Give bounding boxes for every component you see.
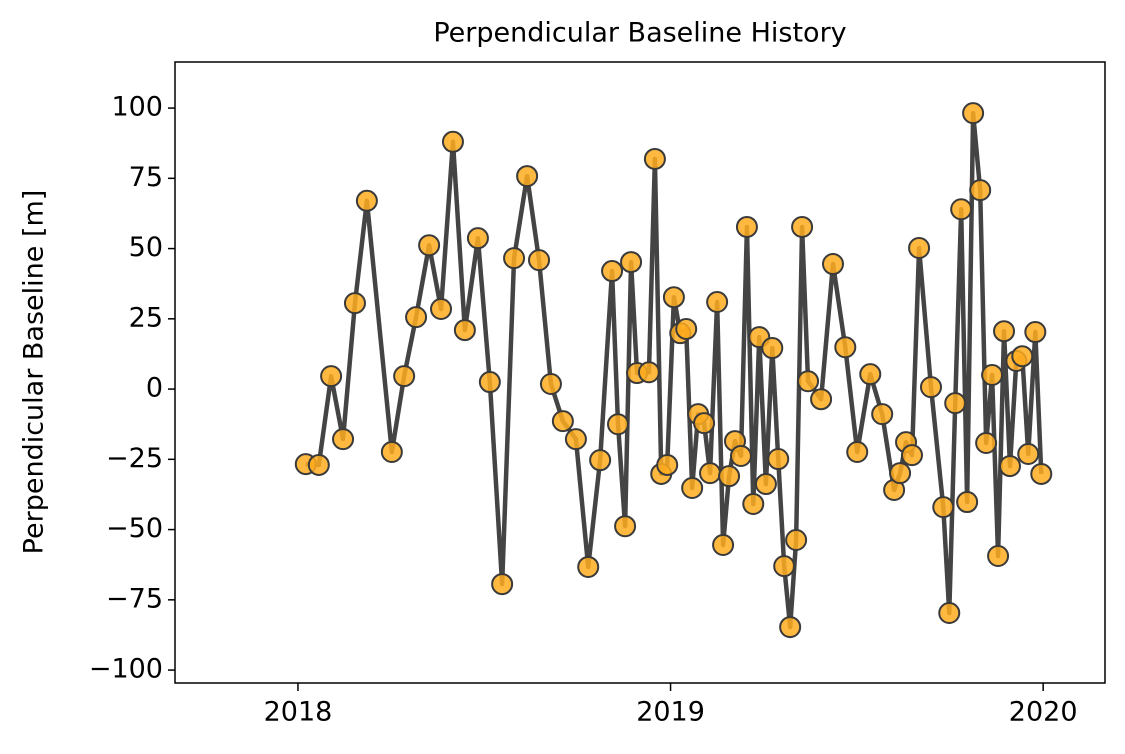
marker xyxy=(932,496,955,519)
marker xyxy=(975,432,998,455)
x-tick-label: 2018 xyxy=(264,697,333,728)
marker xyxy=(950,198,973,221)
marker xyxy=(981,364,1004,387)
marker xyxy=(987,544,1010,567)
y-tick-label: 0 xyxy=(146,373,163,404)
marker xyxy=(693,412,716,435)
marker xyxy=(601,260,624,283)
marker xyxy=(656,453,679,476)
marker xyxy=(742,493,765,516)
marker xyxy=(785,528,808,551)
marker xyxy=(332,428,355,451)
y-tick-label: 100 xyxy=(111,92,163,123)
marker xyxy=(577,555,600,578)
marker xyxy=(620,251,643,274)
marker xyxy=(1030,462,1053,485)
marker xyxy=(846,441,869,464)
marker xyxy=(998,455,1021,478)
plot-frame xyxy=(174,61,1106,684)
marker xyxy=(993,320,1016,343)
marker xyxy=(662,286,685,309)
marker xyxy=(956,491,979,514)
marker xyxy=(706,290,729,313)
marker xyxy=(466,227,489,250)
marker xyxy=(675,317,698,340)
y-axis-label: Perpendicular Baseline [m] xyxy=(19,190,50,555)
marker xyxy=(944,392,967,415)
marker xyxy=(735,215,758,238)
y-tick-label: 50 xyxy=(129,232,163,263)
marker xyxy=(1017,442,1040,465)
marker xyxy=(754,473,777,496)
y-tick-label: 75 xyxy=(129,162,163,193)
y-tick-label: −50 xyxy=(106,513,163,544)
marker xyxy=(643,147,666,170)
marker xyxy=(607,413,630,436)
marker xyxy=(614,515,637,538)
y-tick-label: −75 xyxy=(106,583,163,614)
marker xyxy=(1024,321,1047,344)
marker xyxy=(1011,345,1034,368)
marker xyxy=(453,319,476,342)
marker xyxy=(637,361,660,384)
marker xyxy=(712,534,735,557)
marker xyxy=(962,102,985,125)
marker xyxy=(393,365,416,388)
y-tick-label: 25 xyxy=(129,302,163,333)
chart-title: Perpendicular Baseline History xyxy=(433,18,846,49)
y-tick-label: −25 xyxy=(106,443,163,474)
marker xyxy=(761,337,784,360)
marker xyxy=(797,370,820,393)
marker xyxy=(503,247,526,270)
marker xyxy=(539,373,562,396)
marker xyxy=(681,476,704,499)
x-tick-label: 2019 xyxy=(636,697,705,728)
marker xyxy=(969,179,992,202)
marker xyxy=(779,616,802,639)
marker xyxy=(380,441,403,464)
marker xyxy=(418,234,441,257)
marker xyxy=(871,403,894,426)
marker xyxy=(551,410,574,433)
marker xyxy=(889,462,912,485)
marker xyxy=(859,363,882,386)
marker xyxy=(355,189,378,212)
marker xyxy=(767,448,790,471)
marker xyxy=(307,453,330,476)
line xyxy=(305,110,1044,630)
marker xyxy=(729,444,752,467)
marker xyxy=(478,371,501,394)
marker xyxy=(773,555,796,578)
marker xyxy=(834,336,857,359)
marker xyxy=(564,428,587,451)
marker xyxy=(405,306,428,329)
marker xyxy=(699,462,722,485)
marker xyxy=(491,573,514,596)
marker xyxy=(810,388,833,411)
marker xyxy=(938,602,961,625)
marker xyxy=(528,249,551,272)
marker xyxy=(919,376,942,399)
marker xyxy=(908,237,931,260)
marker xyxy=(589,449,612,472)
marker xyxy=(900,444,923,467)
marker xyxy=(320,365,343,388)
marker xyxy=(822,253,845,276)
marker xyxy=(718,465,741,488)
x-tick-label: 2020 xyxy=(1009,697,1078,728)
marker xyxy=(516,165,539,188)
marker xyxy=(441,130,464,153)
marker xyxy=(430,297,453,320)
marker xyxy=(791,215,814,238)
marker xyxy=(343,292,366,315)
y-tick-label: −100 xyxy=(89,654,163,685)
